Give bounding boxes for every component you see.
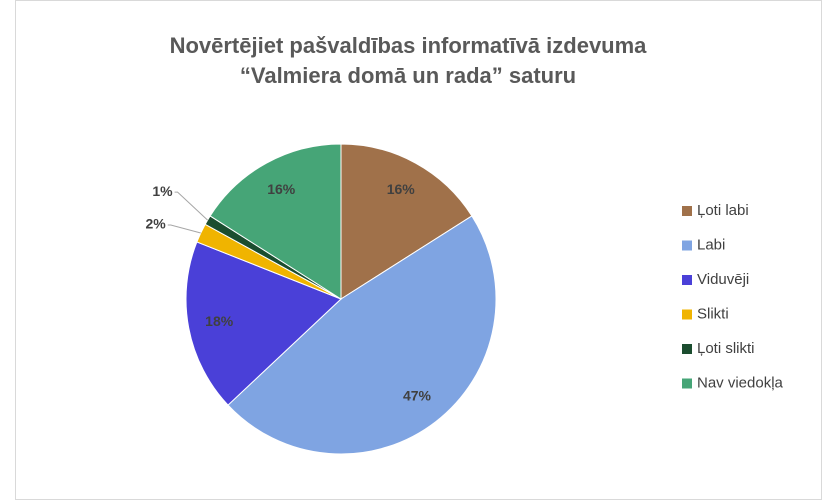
data-label: 18% [205,313,234,329]
leader-line [174,191,208,221]
data-label: 1% [152,183,173,199]
legend-label: Slikti [697,305,729,322]
legend-label: Ļoti slikti [697,340,755,357]
pie-slice [209,143,342,300]
data-label: 47% [403,388,432,404]
legend-label: Labi [697,236,725,253]
pie-slice [185,241,342,406]
pie-slice [227,215,497,455]
legend-swatch [682,275,692,285]
legend-swatch [682,206,692,216]
legend-swatch [682,378,692,389]
pie-slice [340,143,473,300]
data-label: 2% [146,216,167,232]
legend-swatch [682,240,692,251]
legend-label: Ļoti labi [697,202,749,219]
data-label: 16% [267,181,296,197]
legend-swatch [682,344,692,354]
chart-title: “Valmiera domā un rada” saturu [240,63,576,88]
legend-label: Viduvēji [697,271,749,288]
leader-line [167,224,201,234]
legend-label: Nav viedokļa [697,374,784,391]
chart-title: Novērtējiet pašvaldības informatīvā izde… [170,33,648,58]
legend-swatch [682,309,692,320]
data-label: 16% [387,181,416,197]
